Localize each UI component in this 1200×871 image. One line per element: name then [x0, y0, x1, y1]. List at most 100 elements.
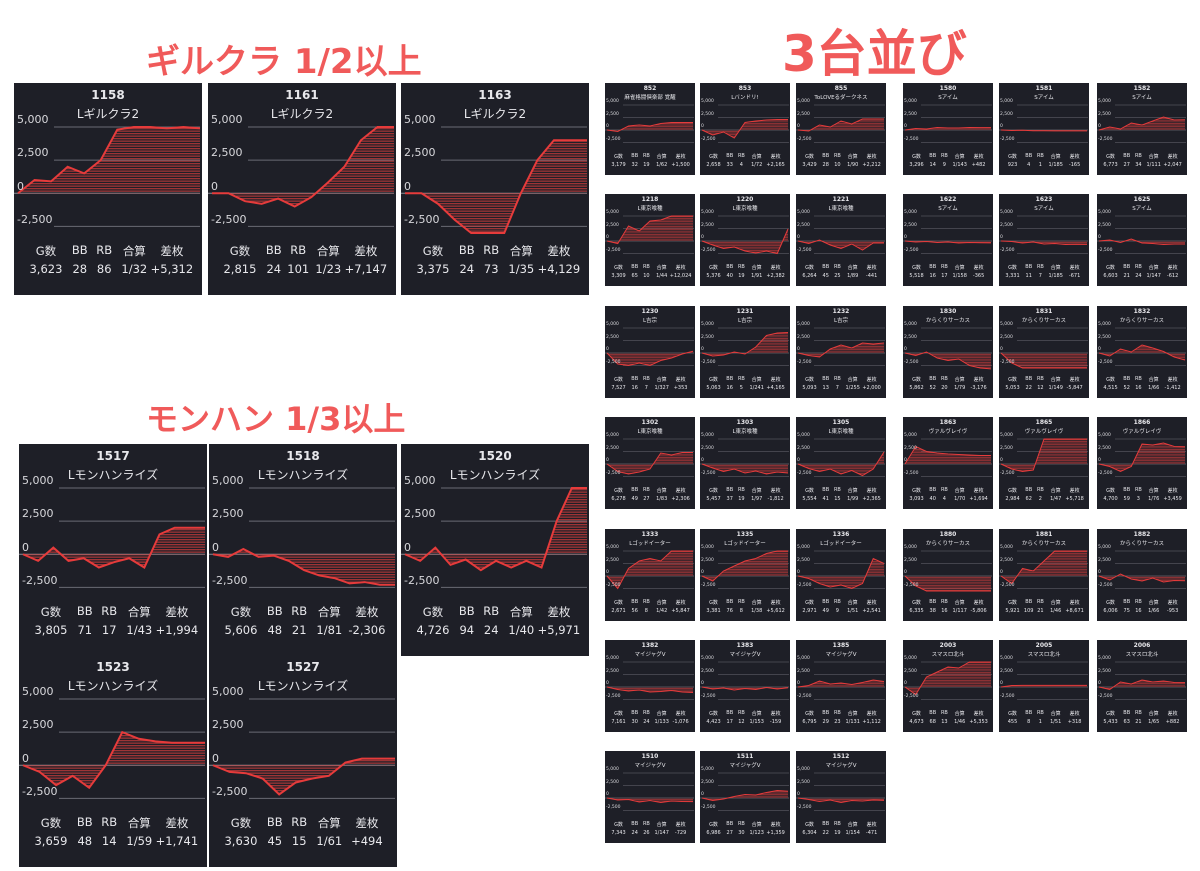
stat-header: 差枚 — [675, 711, 686, 717]
y-tick-label: 0 — [797, 570, 800, 576]
balance-area — [1099, 239, 1185, 245]
machine-name: L東京喰種 — [828, 429, 854, 435]
stat-header: G数 — [805, 600, 814, 606]
y-tick-label: 0 — [701, 124, 704, 130]
y-tick-label: -2,500 — [797, 470, 812, 476]
machine-name: L東京喰種 — [828, 206, 854, 212]
machine-number: 1863 — [939, 419, 957, 426]
stat-value: 6,773 — [1103, 162, 1118, 168]
machine-chart-card: 2003 スマスロ北斗 5,000 2,500 0 -2,500 G数 4,673 BB 68 RB… — [903, 640, 993, 732]
stat-header: BB — [458, 604, 475, 618]
y-tick-label: -2,500 — [1000, 247, 1015, 253]
stat-header: RB — [1036, 153, 1044, 159]
stat-header: RB — [737, 264, 745, 270]
stat-header: 合算 — [317, 816, 341, 830]
machine-name: L東京喰種 — [732, 429, 758, 435]
balance-graph — [700, 438, 789, 477]
stat-header: G数 — [709, 711, 718, 717]
stat-value: 1/149 — [1048, 385, 1063, 391]
stat-value: +2,365 — [862, 496, 881, 502]
stat-header: BB — [929, 710, 937, 716]
stat-header: 合算 — [1148, 600, 1159, 606]
balance-line — [701, 332, 789, 357]
balance-area — [23, 527, 205, 568]
balance-area — [1001, 241, 1087, 245]
heading-gilcra: ギルクラ 1/2以上 — [146, 42, 422, 82]
stat-value: 10 — [834, 162, 841, 168]
balance-line — [606, 122, 693, 133]
y-tick-label: 5,000 — [701, 99, 714, 105]
machine-chart-card: 1385 マイジャグV 5,000 2,500 0 -2,500 G数 6,795 BB 29 RB… — [796, 640, 886, 732]
stat-value: 3,179 — [611, 162, 626, 168]
machine-chart-card: 1881 からくりサーカス 5,000 2,500 0 -2,500 G数 5,921 BB 10… — [999, 529, 1089, 621]
y-tick-label: 5,000 — [1000, 210, 1013, 216]
machine-number: 1511 — [736, 753, 754, 760]
stat-header: 差枚 — [1167, 265, 1178, 271]
balance-line — [904, 126, 991, 131]
machine-name: からくりサーカス — [925, 541, 970, 547]
stat-value: 1/99 — [847, 496, 859, 502]
stat-header: BB — [929, 376, 937, 382]
stat-value: +1,994 — [155, 623, 199, 637]
stat-header: 差枚 — [973, 488, 984, 494]
stat-header: BB — [1025, 376, 1033, 382]
stat-value: 52 — [1123, 385, 1130, 391]
stat-value: 2,984 — [1005, 496, 1020, 502]
stat-header: G数 — [1106, 711, 1115, 717]
y-tick-label: 2,500 — [1098, 557, 1111, 563]
y-tick-label: 0 — [1098, 458, 1101, 464]
stat-header: RB — [642, 710, 650, 716]
stat-header: BB — [1123, 599, 1131, 605]
stat-value: +12,024 — [669, 273, 692, 279]
machine-number: 1527 — [286, 660, 320, 674]
y-tick-label: 0 — [1098, 235, 1101, 241]
stat-value: -1,412 — [1164, 385, 1181, 391]
stat-header: G数 — [422, 605, 444, 619]
stat-header: 差枚 — [770, 377, 781, 383]
y-tick-label: 5,000 — [904, 210, 917, 216]
stat-value: 1/89 — [847, 273, 859, 279]
stat-value: 45 — [267, 834, 283, 848]
machine-number: 1830 — [939, 308, 957, 315]
stat-header: BB — [76, 604, 93, 618]
y-tick-label: 5,000 — [606, 322, 619, 328]
balance-line — [904, 445, 992, 465]
stat-header: BB — [726, 153, 734, 159]
stat-header: G数 — [1008, 711, 1017, 717]
y-tick-label: -2,500 — [797, 693, 812, 699]
balance-line — [606, 452, 693, 475]
machine-name: Lギルクラ2 — [270, 107, 334, 121]
y-tick-label: -2,500 — [797, 359, 812, 365]
stat-header: 差枚 — [866, 265, 877, 271]
balance-line — [405, 139, 587, 234]
balance-area — [1099, 345, 1185, 361]
stat-value: 1/40 — [508, 623, 535, 637]
stat-header: 合算 — [1148, 488, 1159, 494]
machine-name: からくりサーカス — [1119, 318, 1164, 324]
machine-name: からくりサーカス — [1021, 318, 1066, 324]
machine-chart-card: 1831 からくりサーカス 5,000 2,500 0 -2,500 G数 5,053 BB 22… — [999, 306, 1089, 398]
stat-value: 5,518 — [909, 273, 924, 279]
stat-header: 合算 — [509, 244, 533, 258]
y-tick-label: 2,500 — [606, 668, 619, 674]
machine-name: Sアイム — [1034, 95, 1054, 101]
machine-chart-card: 1866 ヴァルヴレイヴ 5,000 2,500 0 -2,500 G数 4,700 BB 59 R… — [1097, 417, 1187, 509]
stat-value: 22 — [1025, 385, 1032, 391]
stat-header: 差枚 — [1167, 377, 1178, 383]
machine-name: Lモンハンライズ — [67, 468, 159, 482]
stat-header: 差枚 — [165, 605, 189, 619]
stat-value: 21 — [1123, 273, 1130, 279]
machine-number: 1622 — [939, 196, 957, 203]
y-tick-label: 0 — [797, 347, 800, 353]
stat-value: 24 — [631, 830, 638, 836]
stat-value: 4,700 — [1103, 496, 1118, 502]
y-tick-label: 2,500 — [1098, 222, 1111, 228]
y-tick-label: 2,500 — [797, 222, 810, 228]
machine-name: L吉宗 — [737, 318, 753, 324]
stat-header: G数 — [40, 605, 62, 619]
stat-header: 差枚 — [866, 822, 877, 828]
stat-header: 差枚 — [1167, 711, 1178, 717]
machine-number: 1510 — [641, 753, 659, 760]
y-tick-label: 5,000 — [797, 322, 810, 328]
stat-value: 101 — [287, 262, 310, 276]
